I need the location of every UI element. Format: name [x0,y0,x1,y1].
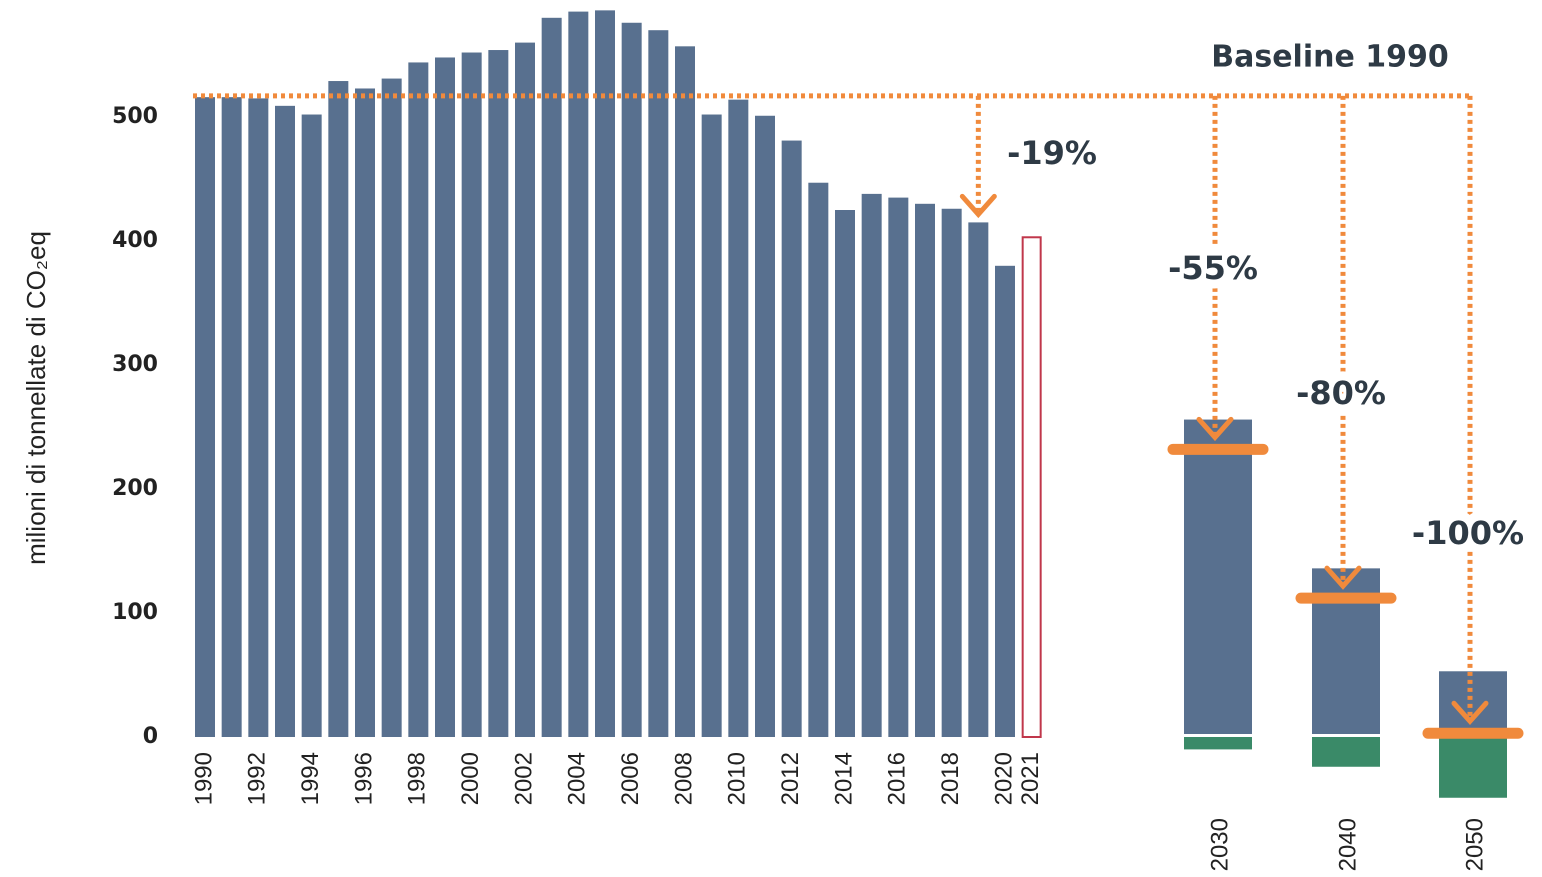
bar [888,197,909,738]
bar [915,203,935,738]
x-tick-label: 2004 [564,752,591,805]
arrow-head [1451,700,1489,726]
x-tick-label: 2040 [1334,818,1361,871]
x-tick-label: 2008 [670,752,697,805]
y-tick-label: 0 [143,724,158,749]
annotation: -55% [1168,249,1258,287]
arrow-head [959,193,997,219]
x-tick-label: 2010 [724,752,751,805]
bar [568,11,589,738]
x-tick-label: 2020 [990,752,1017,805]
bar [408,62,429,737]
annotation: -19% [1007,134,1097,172]
x-tick-label: 2021 [1017,752,1044,805]
removal-bar [1439,737,1507,798]
x-tick-label: 2006 [617,752,644,805]
x-tick-label: 2002 [510,752,537,805]
bar [461,52,482,737]
bar [701,114,722,737]
arrow-head [1324,565,1362,590]
bar [595,10,615,738]
x-tick-label: 2000 [457,752,484,805]
y-axis-label: milioni di tonnellate di CO₂eq [21,231,51,565]
bar [968,222,989,737]
removal-bar [1312,737,1380,767]
removal-bar [1184,737,1252,750]
bar [195,97,215,737]
bar [301,114,322,737]
x-tick-label: 1994 [297,752,324,805]
bar [781,140,802,737]
annotation: -80% [1296,374,1386,412]
baseline-label: Baseline 1990 [1211,40,1449,75]
y-tick-label: 500 [112,104,158,129]
arrow-head [1196,416,1234,442]
bar [648,30,669,737]
bar [515,42,535,738]
bar [675,46,695,737]
x-tick-label: 2016 [884,752,911,805]
bar [275,105,295,738]
bar [755,115,775,737]
bar [1184,419,1252,734]
bar [328,81,349,738]
bar [941,208,962,737]
y-tick-label: 300 [112,352,158,377]
bar [355,88,375,738]
y-tick-label: 400 [112,228,158,253]
x-tick-label: 1990 [190,752,217,805]
x-tick-label: 2018 [937,752,964,805]
y-tick-label: 200 [112,476,158,501]
x-tick-label: 1998 [404,752,431,805]
x-tick-label: 2030 [1206,818,1233,871]
bar [488,50,509,738]
annotation: -100% [1412,514,1524,552]
x-tick-label: 2050 [1461,818,1488,871]
bar [835,210,855,737]
bar [541,17,562,738]
x-tick-label: 1996 [350,752,377,805]
bar [621,22,642,737]
bar [808,182,829,738]
x-tick-label: 1992 [244,752,271,805]
bar [861,193,882,737]
bar [1439,671,1507,734]
bar [995,265,1015,737]
y-tick-label: 100 [112,600,158,625]
bar [381,78,402,737]
bar [728,99,749,737]
bar [248,98,269,737]
bar [435,57,455,738]
bar [221,97,242,737]
estimate-bar [1021,236,1042,738]
x-tick-label: 2012 [777,752,804,805]
x-tick-label: 2014 [830,752,857,805]
